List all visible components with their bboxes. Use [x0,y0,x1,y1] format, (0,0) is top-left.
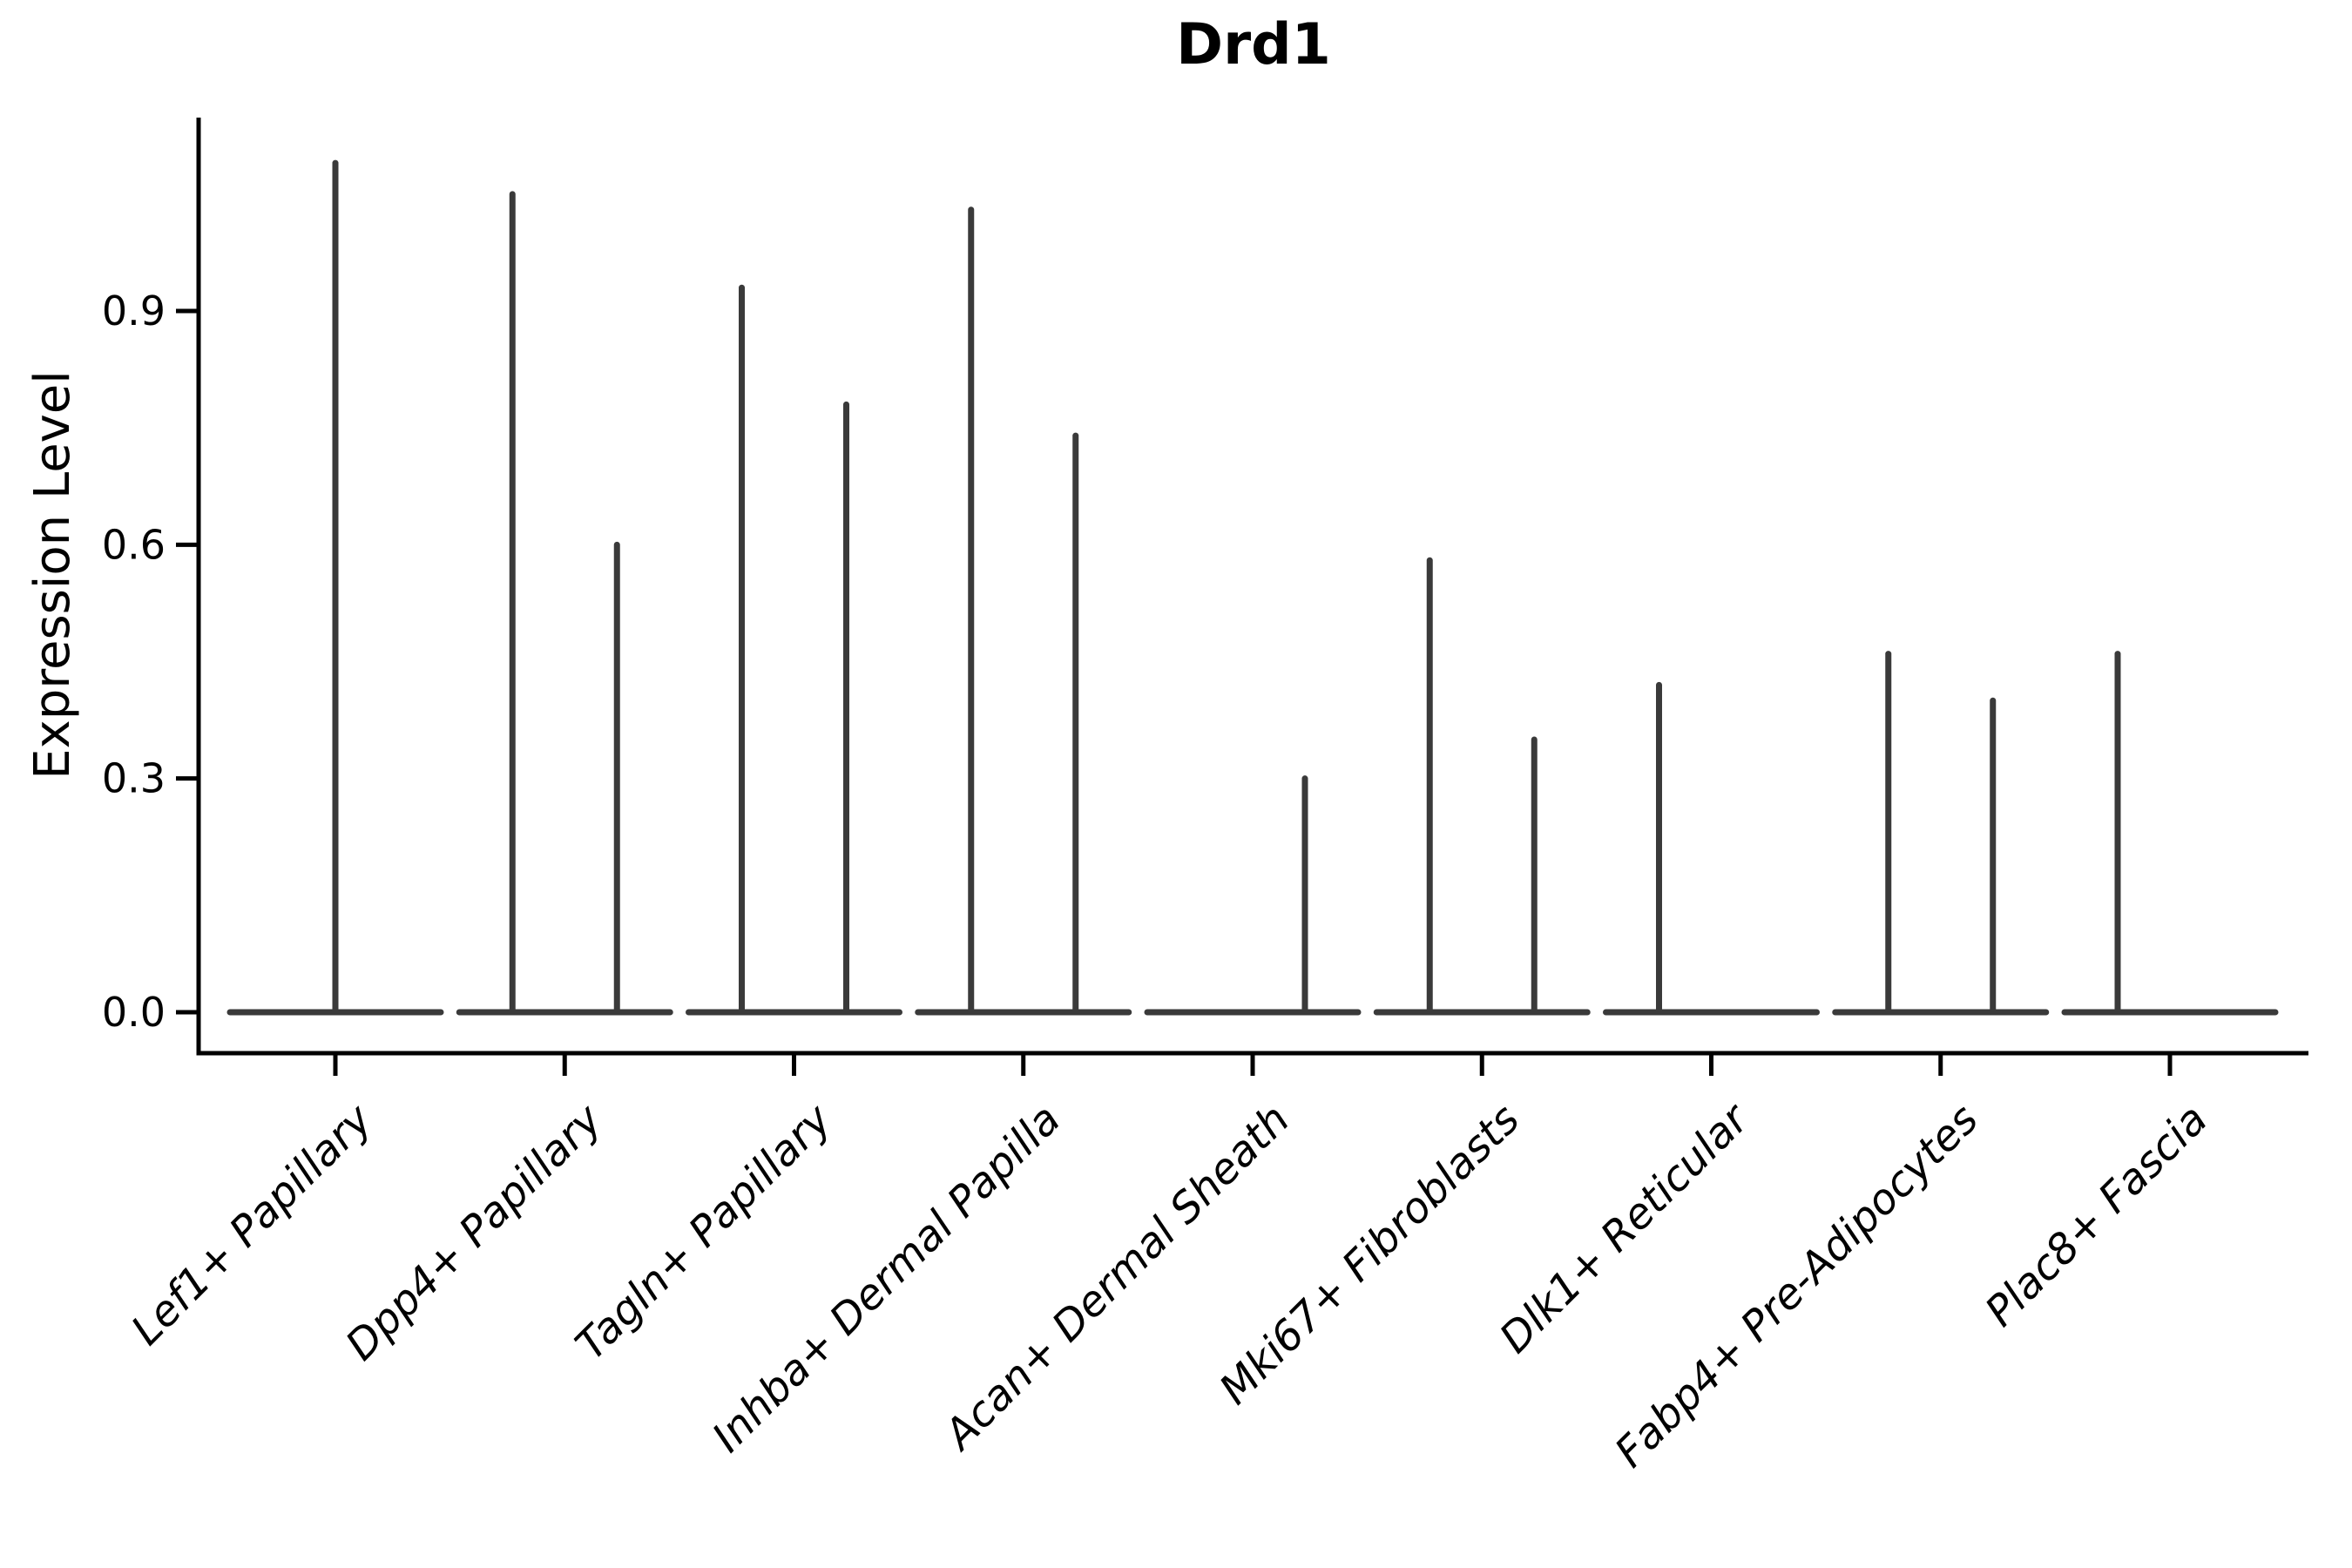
y-tick-label: 0.9 [102,287,166,335]
y-tick-label: 0.6 [102,521,166,568]
y-tick-label: 0.0 [102,989,166,1036]
y-tick-label: 0.3 [102,755,166,802]
chart-title: Drd1 [1176,12,1331,78]
